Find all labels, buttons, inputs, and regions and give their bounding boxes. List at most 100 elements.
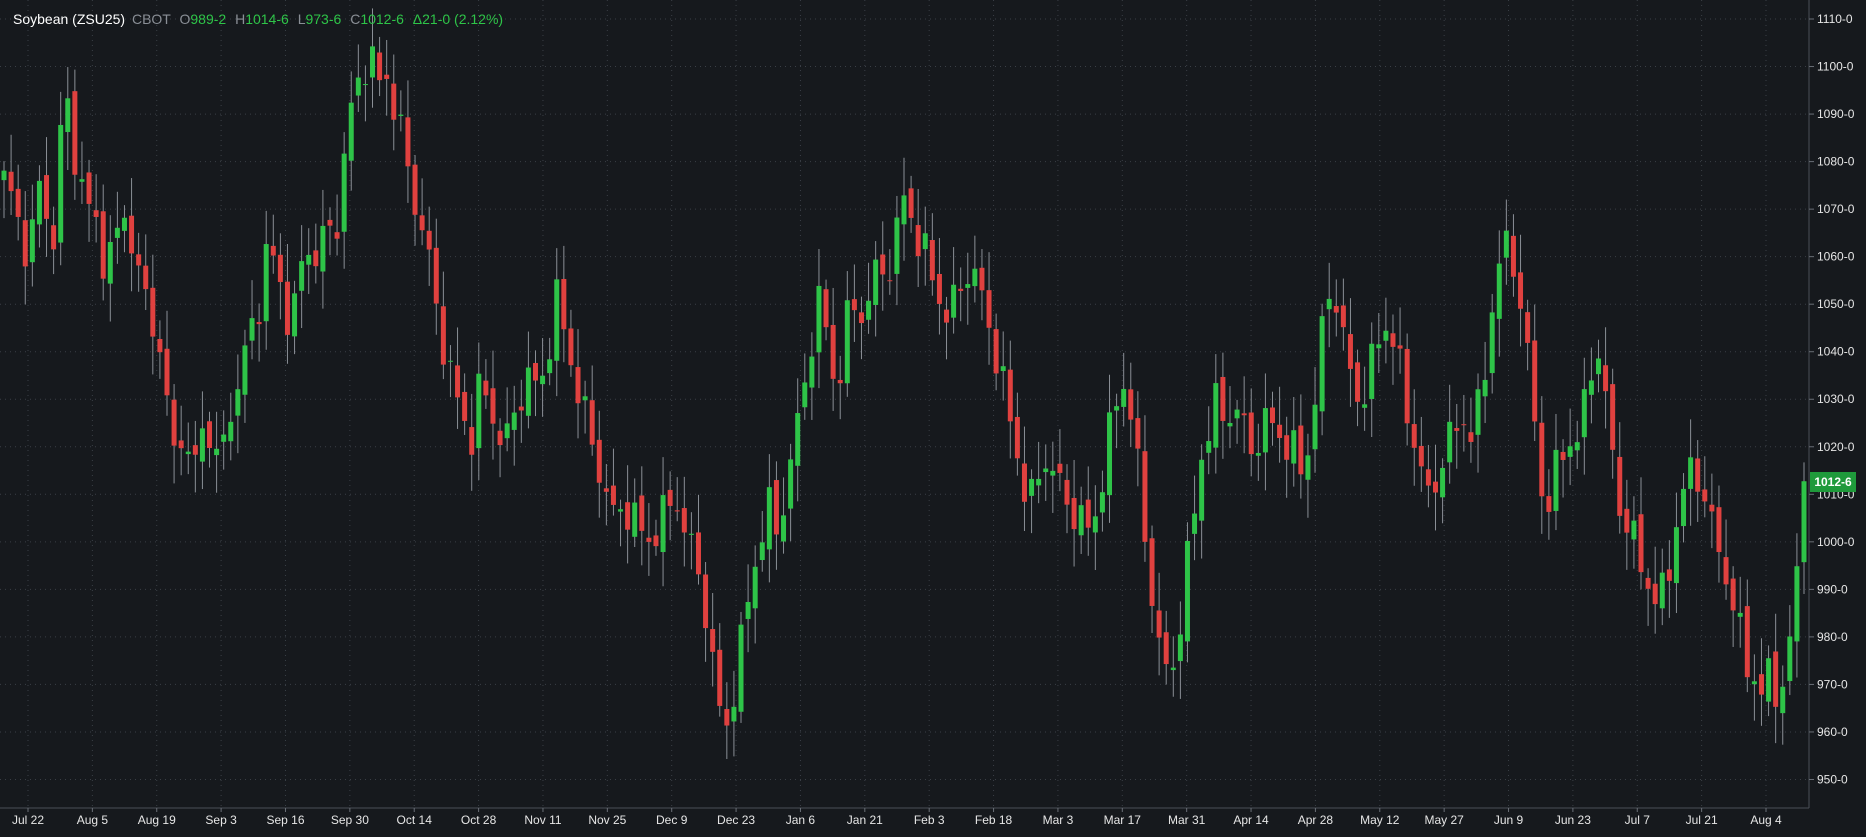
time-axis[interactable]: Jul 22 Aug 5 Aug 19 Sep 3 Sep 16 Sep 30 Oct 14… bbox=[12, 808, 1782, 827]
candle-body bbox=[1560, 451, 1566, 460]
candle-body bbox=[561, 278, 567, 330]
candle-body bbox=[15, 188, 21, 217]
candle-body bbox=[1581, 389, 1587, 438]
candle-body bbox=[405, 117, 411, 167]
candle-body bbox=[809, 356, 815, 388]
candle-body bbox=[1475, 389, 1481, 435]
candle-body bbox=[1333, 306, 1339, 313]
candle-body bbox=[1525, 312, 1531, 343]
candle-body bbox=[270, 245, 276, 256]
candle-body bbox=[1482, 379, 1488, 397]
candle-body bbox=[731, 706, 737, 722]
candle-body bbox=[1298, 425, 1304, 475]
candle-body bbox=[1532, 340, 1538, 422]
price-tick-label: 960-0 bbox=[1817, 725, 1848, 739]
candle-body bbox=[922, 233, 928, 250]
candle-body bbox=[1432, 481, 1438, 493]
candle-body bbox=[440, 306, 446, 365]
candle-body bbox=[1114, 406, 1120, 411]
candle-body bbox=[958, 288, 964, 291]
candle-body bbox=[263, 244, 269, 322]
candle-body bbox=[412, 164, 418, 215]
candle-body bbox=[1107, 412, 1113, 496]
candle-body bbox=[1071, 497, 1077, 530]
candle-body bbox=[1099, 492, 1105, 513]
candle-body bbox=[1227, 422, 1233, 427]
candle-body bbox=[1617, 456, 1623, 516]
time-tick-label: Dec 9 bbox=[656, 813, 688, 827]
candle-body bbox=[1744, 606, 1750, 678]
time-tick-label: Aug 19 bbox=[138, 813, 176, 827]
candle-body bbox=[1496, 263, 1502, 319]
candle-body bbox=[1404, 348, 1410, 424]
candle-body bbox=[1170, 667, 1176, 671]
grid bbox=[0, 0, 1809, 808]
candle-body bbox=[72, 91, 78, 175]
candle-body bbox=[8, 171, 14, 192]
candle-body bbox=[1489, 312, 1495, 374]
candle-body bbox=[816, 285, 822, 353]
candle-body bbox=[724, 709, 730, 726]
price-tick-label: 1100-0 bbox=[1817, 60, 1854, 74]
candle-body bbox=[936, 273, 942, 304]
candle-body bbox=[1766, 658, 1772, 702]
candle-body bbox=[1503, 230, 1509, 258]
candle-body bbox=[511, 412, 517, 430]
candle-body bbox=[681, 508, 687, 533]
price-tick-label: 990-0 bbox=[1817, 582, 1848, 596]
candle-body bbox=[1369, 343, 1375, 399]
candle-body bbox=[1758, 674, 1764, 695]
time-tick-label: Apr 14 bbox=[1233, 813, 1269, 827]
candle-body bbox=[540, 375, 546, 385]
time-tick-label: Apr 28 bbox=[1298, 813, 1334, 827]
candle-body bbox=[674, 510, 680, 512]
candle-body bbox=[1546, 496, 1552, 512]
time-tick-label: Jun 23 bbox=[1555, 813, 1591, 827]
price-tick-label: 1030-0 bbox=[1817, 392, 1855, 406]
candle-body bbox=[284, 281, 290, 335]
candle-body bbox=[802, 382, 808, 408]
candle-body bbox=[320, 225, 326, 272]
price-axis[interactable]: 950-0960-0970-0980-0990-01000-01010-0102… bbox=[1809, 12, 1855, 786]
time-tick-label: Aug 4 bbox=[1750, 813, 1782, 827]
time-tick-label: Mar 3 bbox=[1043, 813, 1074, 827]
candle-body bbox=[745, 602, 751, 619]
candle-body bbox=[1730, 578, 1736, 611]
candle-body bbox=[667, 489, 673, 506]
candle-body bbox=[1355, 362, 1361, 402]
candle-body bbox=[249, 318, 255, 341]
candle-body bbox=[951, 284, 957, 318]
candle-body bbox=[1043, 468, 1049, 473]
price-tick-label: 980-0 bbox=[1817, 630, 1848, 644]
candle-body bbox=[86, 172, 92, 204]
candle-body bbox=[944, 309, 950, 323]
candle-body bbox=[575, 367, 581, 404]
time-tick-label: Jun 9 bbox=[1494, 813, 1524, 827]
candle-body bbox=[1149, 538, 1155, 606]
candle-body bbox=[1603, 365, 1609, 392]
candle-body bbox=[419, 215, 425, 231]
candle-body bbox=[1284, 435, 1290, 460]
candle-body bbox=[1794, 566, 1800, 642]
candle-body bbox=[589, 400, 595, 445]
candle-body bbox=[1, 170, 7, 181]
legend-low: 973-6 bbox=[305, 11, 342, 27]
chart-legend: Soybean (ZSU25) CBOT O989-2 H1014-6 L973… bbox=[13, 11, 503, 27]
candle-body bbox=[1510, 235, 1516, 277]
candle-body bbox=[1681, 488, 1687, 527]
candle-body bbox=[1156, 610, 1162, 638]
candle-body bbox=[568, 328, 574, 366]
price-tick-label: 1110-0 bbox=[1817, 12, 1853, 26]
candle-body bbox=[377, 52, 383, 81]
candle-body bbox=[1234, 409, 1240, 419]
candle-body bbox=[1092, 516, 1098, 533]
candle-body bbox=[823, 289, 829, 328]
candle-body bbox=[738, 624, 744, 712]
time-tick-label: Nov 25 bbox=[588, 813, 626, 827]
price-tick-label: 1050-0 bbox=[1817, 297, 1855, 311]
candle-body bbox=[1440, 467, 1446, 498]
candle-body bbox=[603, 488, 609, 492]
candle-body bbox=[986, 290, 992, 328]
